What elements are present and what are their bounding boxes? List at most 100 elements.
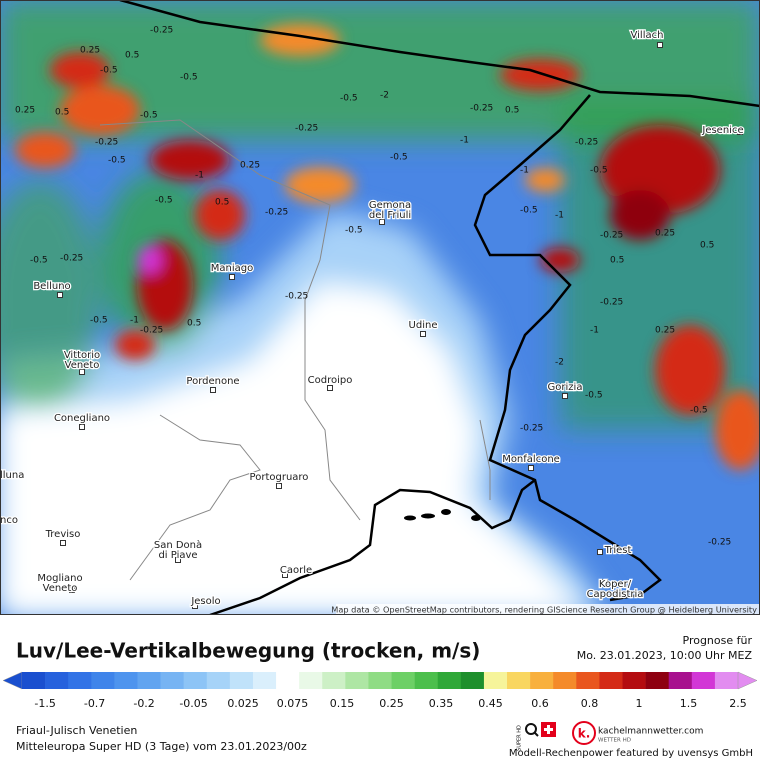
place-label: Jesolo xyxy=(190,596,220,607)
contour-label: -0.5 xyxy=(140,111,158,121)
colorbar-swatch xyxy=(530,672,554,689)
legend-title: Luv/Lee-Vertikalbewegung (trocken, m/s) xyxy=(16,639,480,663)
colorbar-tick-label: 0.025 xyxy=(227,697,259,710)
colorbar-tick-label: 1.5 xyxy=(680,697,698,710)
place-label: lluna xyxy=(0,470,24,481)
colorbar-swatch xyxy=(437,672,462,689)
colorbar-swatch xyxy=(368,672,392,689)
place-marker xyxy=(60,540,66,546)
contour-label: -0.25 xyxy=(520,424,543,434)
contour-label: 0.5 xyxy=(610,256,624,266)
colorbar-swatch xyxy=(391,672,415,689)
contour-label: -1 xyxy=(460,136,469,146)
place-label: Mogliano xyxy=(37,573,82,584)
colorbar-tick-label: 0.25 xyxy=(379,697,404,710)
contour-label: -0.25 xyxy=(575,138,598,148)
contour-label: 0.25 xyxy=(655,326,675,336)
contour-label: -0.25 xyxy=(708,538,731,548)
contour-label: 0.5 xyxy=(55,108,69,118)
contour-label: -2 xyxy=(380,91,389,101)
forecast-time: Mo. 23.01.2023, 10:00 Uhr MEZ xyxy=(577,649,753,662)
colorbar-swatch xyxy=(160,672,184,689)
colorbar-tick-label: 0.8 xyxy=(581,697,599,710)
colorbar-swatch xyxy=(622,672,646,689)
brand-sub: WETTER HD xyxy=(598,738,631,744)
region-borders xyxy=(99,119,491,581)
attribution: Map data © OpenStreetMap contributors, r… xyxy=(331,605,757,615)
contour-label: -0.25 xyxy=(60,254,83,264)
colorbar-swatch xyxy=(460,672,485,689)
contour-label: -0.25 xyxy=(140,326,163,336)
contour-label: -1 xyxy=(195,171,204,181)
place-label: Pordenone xyxy=(186,376,239,387)
model-run: Mitteleuropa Super HD (3 Tage) vom 23.01… xyxy=(16,740,307,753)
super-hd: SUPER HD xyxy=(517,725,523,751)
contour-label: -0.5 xyxy=(100,66,118,76)
contour-label: -0.5 xyxy=(155,196,173,206)
contour-label: -1 xyxy=(130,316,139,326)
lagoon-islands xyxy=(404,509,481,521)
search-icon-handle xyxy=(534,732,539,737)
colorbar-swatch xyxy=(137,672,161,689)
colorbar-arrow-high xyxy=(737,671,758,690)
colorbar-swatch xyxy=(553,672,577,689)
place-marker xyxy=(276,483,282,489)
colorbar-swatch xyxy=(414,672,439,689)
place-label: Capodistria xyxy=(587,589,644,600)
colorbar-tick-label: 0.6 xyxy=(531,697,549,710)
contour-label: -0.5 xyxy=(345,226,363,236)
place-marker xyxy=(69,587,75,593)
place-label: del Friuli xyxy=(369,210,411,221)
colorbar-swatch xyxy=(229,672,254,689)
contour-label: -0.5 xyxy=(690,406,708,416)
place-label: Treviso xyxy=(45,529,81,540)
contour-label: -0.5 xyxy=(340,94,358,104)
contour-label: -0.5 xyxy=(520,206,538,216)
colorbar-swatch xyxy=(599,672,623,689)
colorbar-swatch xyxy=(252,672,277,689)
contour-label: 0.25 xyxy=(15,106,35,116)
colorbar-tick-label: -1.5 xyxy=(34,697,55,710)
colorbar-swatch xyxy=(22,672,46,689)
place-marker xyxy=(597,549,603,555)
colorbar-swatch xyxy=(276,672,300,689)
place-label: Vittorio xyxy=(64,350,100,361)
colorbar-swatch xyxy=(668,672,693,689)
contour-label: 0.5 xyxy=(505,106,519,116)
colorbar: -1.5 -0.7 -0.2 -0.05 0.025 0.075 0.15 0.25 0.35 0… xyxy=(2,671,758,710)
contour-label: 0.5 xyxy=(125,51,139,61)
contour-label: -0.5 xyxy=(590,166,608,176)
colorbar-tick-label: 0.35 xyxy=(429,697,454,710)
place-label: Villach xyxy=(631,30,664,41)
brand-logo-text: k. xyxy=(578,727,591,741)
place-marker xyxy=(229,274,235,280)
place-label: Caorle xyxy=(280,565,312,576)
contour-label: 0.25 xyxy=(655,229,675,239)
colorbar-tick-label: 0.075 xyxy=(277,697,309,710)
colorbar-swatch xyxy=(68,672,92,689)
place-label: Gorizia xyxy=(548,382,583,393)
place-label: Udine xyxy=(409,320,438,331)
contour-label: -0.25 xyxy=(150,26,173,36)
contour-label: 0.25 xyxy=(240,161,260,171)
colorbar-swatch xyxy=(714,672,739,689)
colorbar-swatch xyxy=(507,672,531,689)
contour-label: -0.25 xyxy=(285,292,308,302)
place-marker xyxy=(528,465,534,471)
colorbar-swatch xyxy=(114,672,138,689)
borders xyxy=(119,0,760,615)
place-marker xyxy=(282,572,288,578)
place-label: San Donà xyxy=(154,539,202,551)
contour-label: -0.5 xyxy=(90,316,108,326)
attribution-bg xyxy=(336,604,760,615)
colorbar-tick-label: 2.5 xyxy=(729,697,747,710)
contour-label: -0.25 xyxy=(295,124,318,134)
contour-labels: 0.25 0.5 -0.25 -0.5 -0.5 0.25 0.5 -0.5 -0.25 -0.5… xyxy=(15,26,731,548)
place-marker xyxy=(79,369,85,375)
contour-label: -0.5 xyxy=(30,256,48,266)
place-label: Gemona xyxy=(369,200,411,211)
colorbar-tick-label: -0.05 xyxy=(179,697,207,710)
place-marker xyxy=(657,42,663,48)
credit: Modell-Rechenpower featured by uvensys G… xyxy=(509,748,753,759)
colorbar-swatch xyxy=(483,672,508,689)
